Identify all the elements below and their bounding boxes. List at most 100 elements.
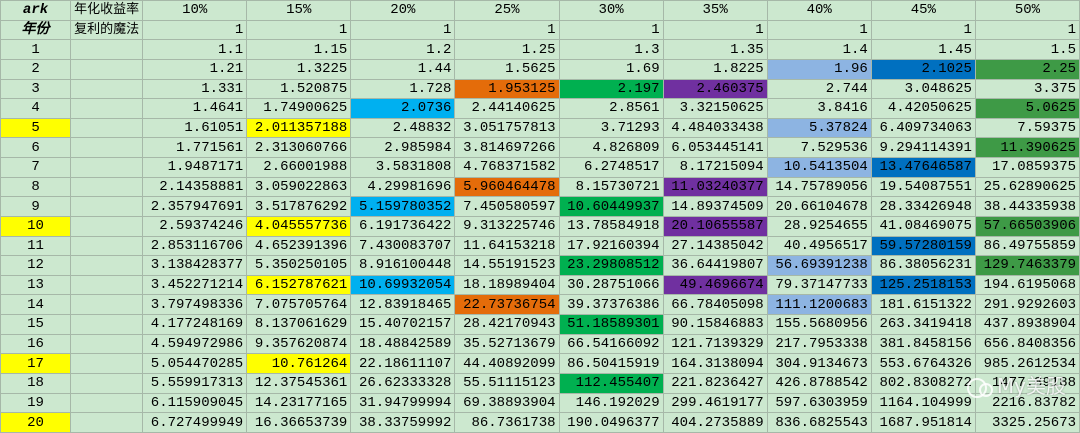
year-cell: 1 (0, 39, 72, 60)
value-cell: 1.25 (454, 39, 560, 60)
empty-cell (70, 215, 144, 237)
empty-cell (70, 255, 144, 276)
subheader-row: 年份 复利的魔法 1 1 1 1 1 1 1 1 1 (0, 19, 1080, 41)
data-row: 12 3.138428377 5.350250105 8.916100448 14.55… (0, 255, 1080, 276)
value-cell: 4.826809 (558, 137, 664, 158)
value-cell: 190.0496377 (558, 412, 664, 433)
empty-cell (70, 372, 144, 394)
column-header: 40% (766, 0, 872, 21)
value-cell: 1 (558, 19, 664, 41)
value-cell: 1.45 (870, 39, 976, 60)
value-cell: 38.44335938 (974, 196, 1080, 217)
year-cell: 3 (0, 78, 72, 100)
value-cell: 1 (974, 19, 1080, 41)
value-cell: 2.44140625 (454, 98, 560, 119)
column-header: 45% (870, 0, 976, 21)
data-row: 10 2.59374246 4.045557736 6.191736422 9.3132… (0, 215, 1080, 237)
value-cell: 5.0625 (974, 98, 1080, 119)
data-row: 19 6.115909045 14.23177165 31.94799994 69.38… (0, 392, 1080, 414)
value-cell: 1.4641 (142, 98, 248, 119)
value-cell: 30.28751066 (558, 274, 664, 296)
value-cell: 836.6825543 (766, 412, 872, 433)
data-row: 11 2.853116706 4.652391396 7.430083707 11.64… (0, 235, 1080, 257)
value-cell: 1 (766, 19, 872, 41)
value-cell: 9.294114391 (870, 137, 976, 158)
value-cell: 2.011357188 (246, 117, 352, 139)
value-cell: 194.6195068 (974, 274, 1080, 296)
value-cell: 13.78584918 (558, 215, 664, 237)
value-cell: 1.8225 (662, 58, 768, 80)
value-cell: 8.916100448 (350, 255, 456, 276)
value-cell: 381.8458156 (870, 333, 976, 355)
label-cell: 复利的魔法 (70, 19, 144, 41)
data-row: 15 4.177248169 8.137061629 15.40702157 28.42… (0, 314, 1080, 335)
value-cell: 129.7463379 (974, 255, 1080, 276)
value-cell: 8.15730721 (558, 176, 664, 198)
year-cell: 13 (0, 274, 72, 296)
value-cell: 6.409734063 (870, 117, 976, 139)
value-cell: 3.452271214 (142, 274, 248, 296)
value-cell: 1.331 (142, 78, 248, 100)
value-cell: 1.74900625 (246, 98, 352, 119)
value-cell: 14.55191523 (454, 255, 560, 276)
value-cell: 4.045557736 (246, 215, 352, 237)
value-cell: 3325.25673 (974, 412, 1080, 433)
value-cell: 18.18989404 (454, 274, 560, 296)
data-row: 20 6.727499949 16.36653739 38.33759992 86.73… (0, 412, 1080, 433)
value-cell: 802.8308272 (870, 372, 976, 394)
value-cell: 3.814697266 (454, 137, 560, 158)
value-cell: 6.191736422 (350, 215, 456, 237)
value-cell: 10.5413504 (766, 157, 872, 178)
value-cell: 69.38893904 (454, 392, 560, 414)
value-cell: 1.35 (662, 39, 768, 60)
column-header: 50% (974, 0, 1080, 21)
value-cell: 2.313060766 (246, 137, 352, 158)
empty-cell (70, 98, 144, 119)
value-cell: 41.08469075 (870, 215, 976, 237)
value-cell: 28.33426948 (870, 196, 976, 217)
value-cell: 5.054470285 (142, 353, 248, 374)
value-cell: 86.7361738 (454, 412, 560, 433)
value-cell: 7.430083707 (350, 235, 456, 257)
empty-cell (70, 137, 144, 158)
empty-cell (70, 353, 144, 374)
value-cell: 86.50415919 (558, 353, 664, 374)
value-cell: 35.52713679 (454, 333, 560, 355)
value-cell: 1.728 (350, 78, 456, 100)
value-cell: 1164.104999 (870, 392, 976, 414)
value-cell: 426.8788542 (766, 372, 872, 394)
value-cell: 4.768371582 (454, 157, 560, 178)
year-cell: 12 (0, 255, 72, 276)
value-cell: 1 (350, 19, 456, 41)
value-cell: 2.357947691 (142, 196, 248, 217)
value-cell: 4.484033438 (662, 117, 768, 139)
value-cell: 28.42170943 (454, 314, 560, 335)
value-cell: 10.69932054 (350, 274, 456, 296)
value-cell: 66.78405098 (662, 294, 768, 315)
value-cell: 11.390625 (974, 137, 1080, 158)
value-cell: 3.32150625 (662, 98, 768, 119)
value-cell: 40.4956517 (766, 235, 872, 257)
value-cell: 2.59374246 (142, 215, 248, 237)
empty-cell (70, 314, 144, 335)
value-cell: 31.94799994 (350, 392, 456, 414)
value-cell: 36.64419807 (662, 255, 768, 276)
empty-cell (70, 157, 144, 178)
value-cell: 1.771561 (142, 137, 248, 158)
data-row: 14 3.797498336 7.075705764 12.83918465 22.73… (0, 294, 1080, 315)
value-cell: 11.03240377 (662, 176, 768, 198)
empty-cell (70, 196, 144, 217)
empty-cell (70, 78, 144, 100)
value-cell: 6.727499949 (142, 412, 248, 433)
value-cell: 22.18611107 (350, 353, 456, 374)
value-cell: 19.54087551 (870, 176, 976, 198)
empty-cell (70, 117, 144, 139)
value-cell: 12.83918465 (350, 294, 456, 315)
value-cell: 9.357620874 (246, 333, 352, 355)
value-cell: 221.8236427 (662, 372, 768, 394)
value-cell: 181.6151322 (870, 294, 976, 315)
row-header: ark (0, 0, 72, 21)
value-cell: 4.177248169 (142, 314, 248, 335)
value-cell: 90.15846883 (662, 314, 768, 335)
value-cell: 10.60449937 (558, 196, 664, 217)
